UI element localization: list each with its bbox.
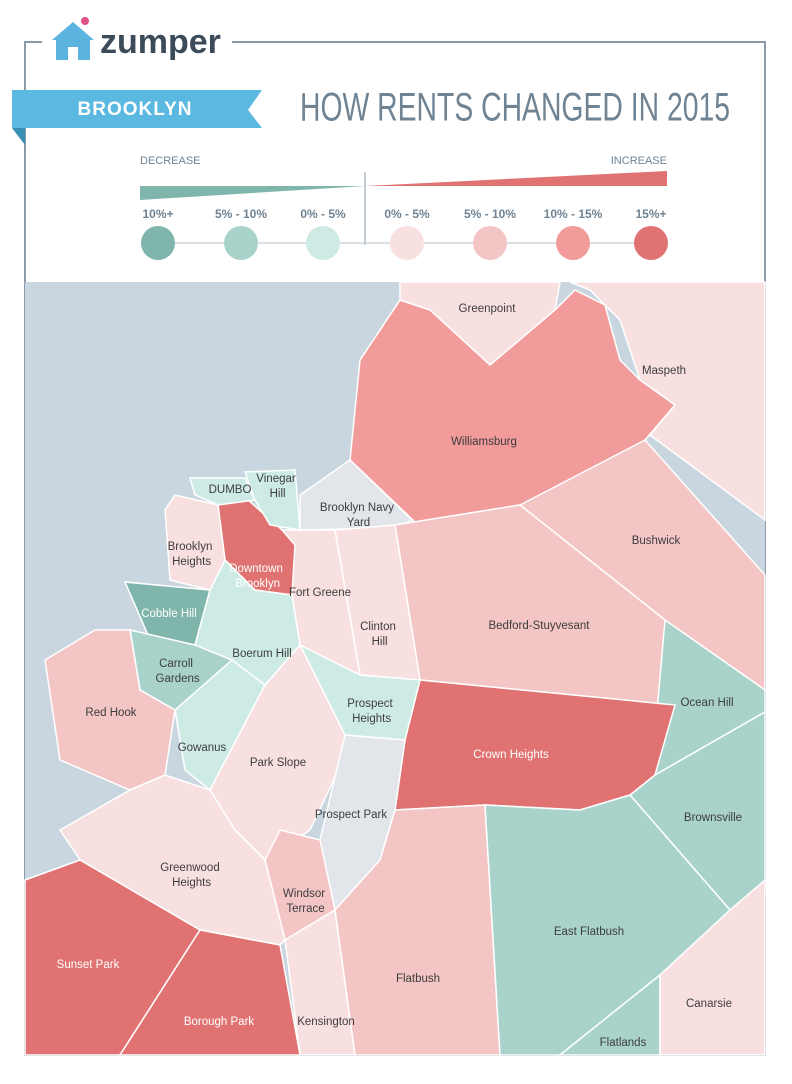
neighborhood-label: Crown Heights (473, 749, 549, 761)
legend-swatch (224, 226, 258, 260)
neighborhood (298, 643, 421, 741)
legend-label: 0% - 5% (384, 207, 430, 221)
legend-swatch (141, 226, 175, 260)
neighborhood-label: Gowanus (178, 742, 227, 754)
title: HOW RENTS CHANGED IN 2015 (300, 86, 730, 130)
legend-increase: INCREASE (611, 155, 667, 167)
banner-fold (12, 128, 25, 145)
legend-label: 5% - 10% (464, 207, 516, 221)
neighborhood-label: Windsor Terrace (283, 888, 325, 915)
brand: zumper (100, 23, 221, 61)
neighborhood-label: Kensington (297, 1016, 355, 1028)
legend-swatch (390, 226, 424, 260)
neighborhood-label: Bushwick (632, 535, 681, 547)
legend-swatch (634, 226, 668, 260)
legend-label: 5% - 10% (215, 207, 267, 221)
neighborhood-label: Greenwood Heights (160, 862, 219, 889)
neighborhood-label: Bedford-Stuyvesant (488, 620, 590, 632)
neighborhood-label: Brooklyn Heights (168, 541, 213, 568)
decrease-wedge (140, 186, 365, 200)
legend-label: 0% - 5% (300, 207, 346, 221)
neighborhood-label: Prospect Park (315, 809, 387, 821)
neighborhood-label: Borough Park (184, 1016, 255, 1028)
neighborhood-label: Ocean Hill (680, 697, 733, 709)
neighborhood-label: Park Slope (250, 757, 306, 769)
neighborhood-label: Maspeth (642, 365, 686, 377)
neighborhood-label: Carroll Gardens (152, 658, 200, 685)
legend-label: 10% - 15% (544, 207, 603, 221)
logo-icon (52, 17, 94, 60)
labels: Greenpoint Maspeth Williamsburg Brooklyn Na… (57, 303, 742, 1049)
increase-wedge (365, 171, 667, 186)
neighborhood-label: Greenpoint (459, 303, 517, 315)
neighborhood-label: Canarsie (686, 998, 732, 1010)
legend-label: 15%+ (635, 207, 666, 221)
legend-swatch (473, 226, 507, 260)
neighborhood-label: Cobble Hill (141, 608, 197, 620)
legend-swatch (306, 226, 340, 260)
neighborhood-label: Flatbush (396, 973, 440, 985)
legend-label: 10%+ (142, 207, 173, 221)
neighborhood-label: Prospect Heights (347, 698, 393, 725)
neighborhood-label: Flatlands (600, 1037, 647, 1049)
neighborhood (44, 629, 176, 791)
neighborhood-label: Red Hook (85, 707, 136, 719)
neighborhood-label: Sunset Park (57, 959, 120, 971)
neighborhood-label: Downtown Brooklyn (229, 563, 283, 590)
neighborhood-label: DUMBO (209, 484, 252, 496)
neighborhood-label: Fort Greene (289, 587, 351, 599)
regions (24, 281, 766, 1056)
neighborhood (659, 878, 766, 1056)
banner (12, 90, 262, 128)
neighborhood-label: Brownsville (684, 812, 742, 824)
legend-swatch (556, 226, 590, 260)
banner-text: BROOKLYN (78, 99, 193, 120)
neighborhood-label: Boerum Hill (232, 648, 291, 660)
neighborhood-label: Clinton Hill (360, 621, 396, 648)
neighborhood-label: Brooklyn Navy Yard (320, 502, 394, 529)
neighborhood-label: Williamsburg (451, 436, 517, 448)
neighborhood (188, 477, 257, 506)
neighborhood-label: East Flatbush (554, 926, 624, 938)
neighborhood-label: Vinegar Hill (256, 473, 296, 500)
legend-decrease: DECREASE (140, 155, 201, 167)
